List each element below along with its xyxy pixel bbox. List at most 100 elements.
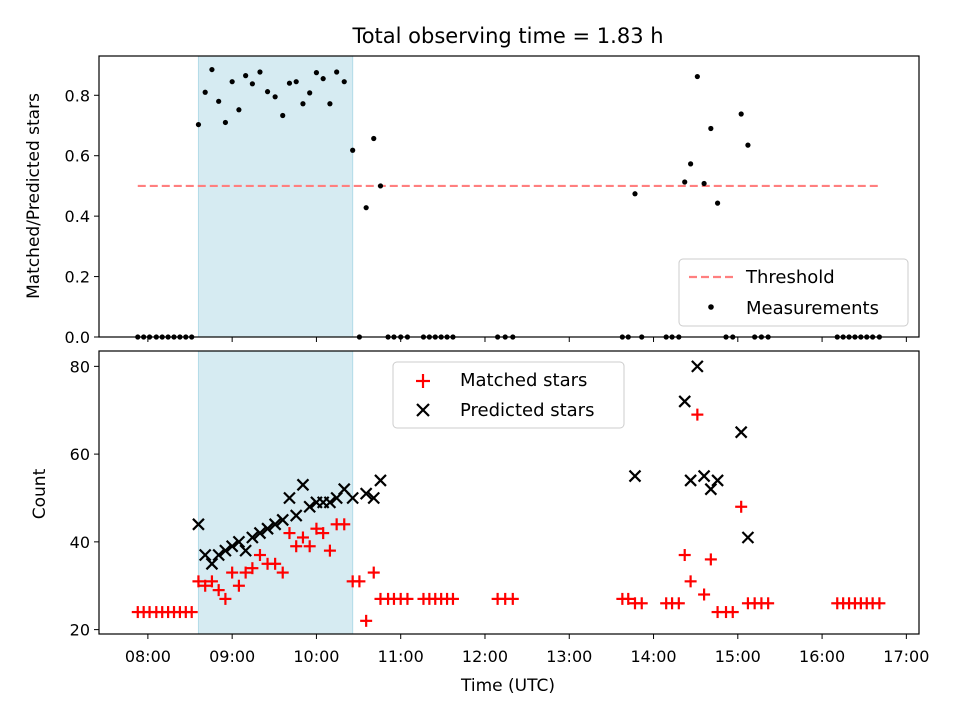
matched-star-point [691, 408, 704, 421]
measurement-point [264, 89, 271, 95]
measurement-point [327, 101, 333, 107]
bottom-x-tick-label: 09:00 [209, 647, 255, 666]
predicted-star-point [704, 482, 718, 496]
matched-star-point [317, 527, 330, 540]
matched-star-point [762, 597, 775, 610]
measurement-point [350, 147, 356, 153]
measurement-point [701, 180, 707, 187]
matched-star-point [185, 606, 198, 619]
measurement-point [371, 135, 377, 142]
top-y-tick-label: 0.2 [65, 268, 90, 287]
predicted-star-point [289, 509, 303, 522]
bottom-y-tick-label: 60 [70, 445, 90, 464]
measurement-point [313, 70, 320, 76]
predicted-star-point [367, 491, 381, 505]
matched-star-point [401, 592, 414, 605]
threshold-legend-label: Threshold [745, 267, 835, 288]
predicted-legend-swatch [416, 403, 430, 417]
bottom-y-tick-label: 20 [70, 621, 90, 640]
predicted-star-point [628, 469, 642, 483]
measurement-point [293, 79, 299, 85]
top-x-ticks [147, 337, 907, 342]
predicted-star-point [212, 548, 225, 562]
top-marks [135, 66, 882, 340]
matched-star-point [226, 566, 239, 579]
top-legend: Threshold Measurements [678, 258, 909, 327]
predicted-star-point [697, 469, 711, 483]
measurement-point [745, 142, 751, 148]
top-shaded-span [197, 55, 354, 338]
bottom-x-tick-label: 15:00 [715, 647, 761, 666]
matched-star-point [310, 522, 323, 535]
matched-star-point [246, 562, 259, 575]
matched-star-point [506, 592, 519, 605]
predicted-star-point [198, 548, 212, 562]
matched-star-point [192, 575, 205, 588]
matched-star-point [698, 588, 711, 601]
predicted-star-point [276, 513, 289, 527]
matched-star-point [323, 544, 336, 557]
matched-star-point [672, 597, 685, 610]
bottom-y-ticks: 20 40 60 80 [70, 357, 99, 640]
matched-star-point [678, 549, 691, 562]
bottom-panel: 20 40 60 80 08:00 09:00 10:00 11:00 12:00 13:00 1… [30, 350, 929, 696]
bottom-x-tick-label: 08:00 [125, 647, 171, 666]
matched-star-point [276, 566, 289, 579]
measurement-point [286, 80, 293, 86]
bottom-x-tick-label: 12:00 [462, 647, 508, 666]
predicted-star-point [192, 518, 205, 531]
measurement-point [708, 125, 714, 132]
measurement-point [280, 112, 286, 119]
top-y-tick-label: 0.0 [65, 328, 90, 347]
measurement-point [229, 79, 235, 85]
chart-title: Total observing time = 1.83 h [351, 24, 663, 48]
top-y-axis-label: Matched/Predicted stars [24, 93, 44, 299]
matched-star-point [303, 540, 316, 553]
predicted-star-point [711, 474, 724, 487]
measurement-point [222, 119, 229, 126]
x-axis-label: Time (UTC) [460, 676, 555, 696]
bottom-marks [131, 360, 886, 627]
bottom-legend-box [392, 361, 625, 429]
top-panel: 0.00.20.40.60.8 Matched/Predicted stars … [24, 55, 920, 347]
matched-star-point [684, 575, 697, 588]
measurements-legend-swatch [708, 304, 714, 310]
measurement-point [272, 94, 278, 100]
measurement-point [334, 69, 340, 75]
matched-star-point [232, 579, 245, 592]
matched-star-point [283, 527, 296, 540]
top-y-tick-label: 0.8 [65, 86, 90, 105]
measurement-point [688, 161, 694, 167]
predicted-star-point [678, 395, 691, 408]
matched-star-point [353, 575, 366, 588]
measurement-point [320, 76, 326, 82]
measurement-point [632, 191, 638, 197]
matched-star-point [622, 592, 635, 605]
matched-legend-swatch [416, 374, 430, 388]
top-axes-frame [98, 55, 920, 338]
predicted-star-point [684, 474, 697, 487]
bottom-x-ticks: 08:00 09:00 10:00 11:00 12:00 13:00 14:00 15:00… [125, 634, 929, 666]
matched-star-point [367, 566, 380, 579]
predicted-star-point [246, 531, 259, 544]
predicted-star-point [741, 531, 755, 544]
predicted-star-point [232, 535, 246, 549]
matched-star-point [296, 531, 309, 544]
matched-star-point [212, 584, 225, 597]
measurement-point [236, 107, 242, 113]
bottom-legend: Matched stars Predicted stars [392, 361, 625, 429]
matched-star-point [239, 566, 252, 579]
measurement-point [377, 183, 384, 189]
bottom-x-tick-label: 11:00 [378, 647, 424, 666]
predicted-star-point [219, 544, 232, 557]
measurement-point [341, 79, 347, 85]
measurement-point [363, 205, 369, 211]
bottom-axes-frame [98, 350, 920, 635]
measurement-point [243, 73, 249, 79]
predicted-star-point [283, 491, 296, 505]
top-y-tick-label: 0.4 [65, 207, 90, 226]
measurement-point [300, 101, 306, 107]
bottom-y-tick-label: 80 [70, 357, 90, 376]
measurement-point [714, 200, 721, 206]
